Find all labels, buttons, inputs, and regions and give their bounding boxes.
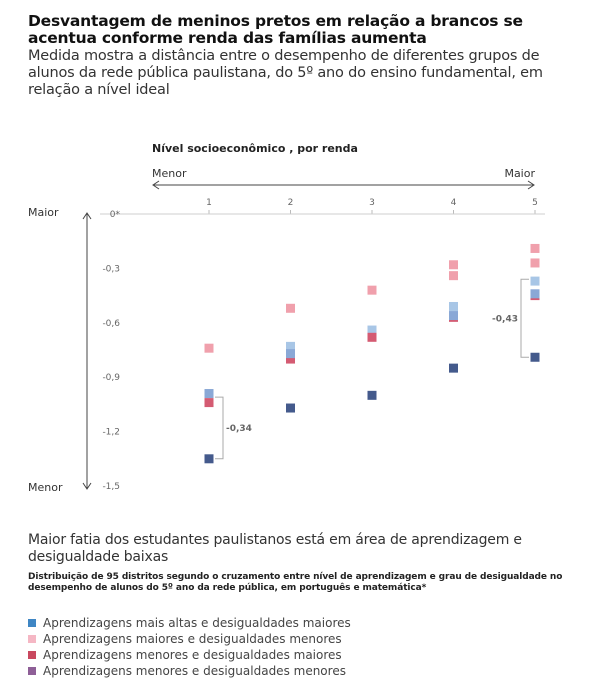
legend-item: Aprendizagens menores e desigualdades me… — [28, 663, 351, 679]
data-point — [204, 343, 214, 353]
legend-item: Aprendizagens maiores e desigualdades me… — [28, 631, 351, 647]
data-point — [204, 454, 214, 464]
data-point — [530, 276, 540, 286]
data-point — [449, 311, 458, 321]
chart-subtitle: Medida mostra a distância entre o desemp… — [28, 48, 543, 98]
legend-item: Aprendizagens mais altas e desigualdades… — [28, 615, 351, 631]
y-label-low: Menor — [28, 481, 63, 494]
x-arrow-head-left — [152, 180, 160, 190]
y-arrow-head-bottom — [82, 482, 92, 490]
y-tick-label: 0* — [110, 210, 121, 220]
scatter-chart: Nível socioeconômico , por renda Menor Mai… — [28, 142, 545, 494]
x-label-high: Maior — [504, 167, 535, 180]
data-point — [286, 349, 295, 359]
y-tick-label: -1,5 — [102, 482, 120, 492]
chart-title: Desvantagem de meninos pretos em relação… — [28, 12, 523, 47]
data-point — [449, 301, 458, 311]
x-tick-label: 2 — [288, 198, 294, 208]
annotation-label: -0,43 — [492, 314, 518, 324]
data-point — [367, 332, 377, 342]
data-point — [286, 354, 295, 364]
data-point — [530, 243, 540, 253]
y-tick-label: -1,2 — [102, 428, 120, 438]
section-title: Maior fatia dos estudantes paulistanos e… — [28, 532, 522, 565]
data-point — [286, 403, 295, 413]
data-point — [530, 289, 540, 299]
data-point — [367, 390, 377, 400]
chart-axis-title: Nível socioeconômico , por renda — [152, 142, 358, 155]
annotation-bracket — [215, 396, 224, 460]
data-point — [449, 363, 458, 373]
x-tick-label: 5 — [532, 198, 538, 208]
data-point — [204, 389, 214, 399]
section-description: Distribuição de 95 distritos segundo o c… — [28, 572, 563, 593]
y-tick-label: -0,6 — [102, 319, 120, 329]
legend-swatch — [28, 635, 36, 643]
x-tick-label: 4 — [451, 198, 457, 208]
y-tick-label: -0,9 — [102, 373, 120, 383]
x-label-low: Menor — [152, 167, 187, 180]
annotation-label: -0,34 — [226, 424, 252, 434]
data-point — [367, 325, 377, 335]
legend-label: Aprendizagens mais altas e desigualdades… — [43, 616, 351, 630]
y-label-high: Maior — [28, 206, 59, 219]
data-point — [286, 303, 295, 313]
legend-label: Aprendizagens menores e desigualdades ma… — [43, 648, 342, 662]
legend-label: Aprendizagens maiores e desigualdades me… — [43, 632, 342, 646]
x-tick-label: 1 — [206, 198, 212, 208]
legend-swatch — [28, 619, 36, 627]
legend-item: Aprendizagens menores e desigualdades ma… — [28, 647, 351, 663]
y-tick-label: -0,3 — [102, 264, 120, 274]
annotation-bracket — [520, 278, 529, 358]
x-tick-label: 3 — [369, 198, 375, 208]
data-point — [204, 398, 214, 408]
data-point — [530, 258, 540, 268]
legend-label: Aprendizagens menores e desigualdades me… — [43, 664, 346, 678]
legend-swatch — [28, 651, 36, 659]
x-arrow-head-right — [527, 180, 535, 190]
legend-swatch — [28, 667, 36, 675]
data-point — [530, 352, 540, 362]
data-point — [286, 341, 295, 351]
data-point — [449, 271, 458, 281]
y-arrow-head-top — [82, 212, 92, 220]
data-point — [449, 260, 458, 270]
data-point — [367, 285, 377, 295]
legend: Aprendizagens mais altas e desigualdades… — [28, 615, 351, 679]
